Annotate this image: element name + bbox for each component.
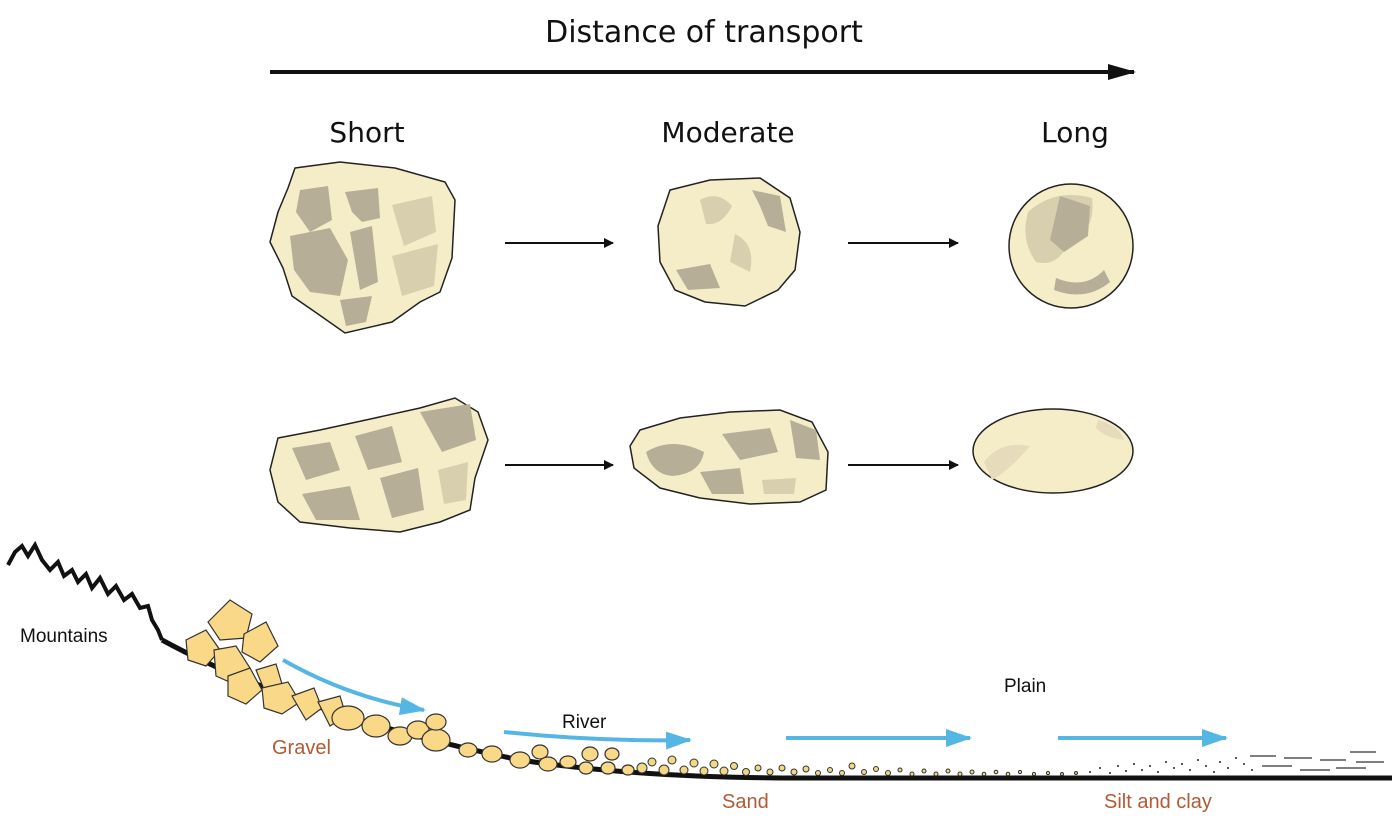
grain-moderate-subangular: [657, 177, 801, 307]
mountain-ridge: [6, 540, 164, 641]
sand-deposit: [636, 755, 1078, 777]
label-mountains: Mountains: [20, 626, 108, 647]
grain-long-ellipse: [972, 408, 1134, 494]
silt-deposit: [1089, 757, 1253, 774]
label-river: River: [562, 712, 607, 733]
column-long: Long: [1041, 116, 1109, 149]
column-short: Short: [329, 116, 404, 149]
label-silt-and-clay: Silt and clay: [1104, 791, 1212, 813]
flow-arrow-2: [503, 730, 692, 750]
grain-short-tabular: [269, 397, 489, 533]
label-sand: Sand: [722, 791, 769, 813]
label-plain: Plain: [1004, 676, 1046, 697]
diagram-title: Distance of transport: [545, 15, 863, 50]
label-gravel: Gravel: [272, 737, 331, 759]
grain-moderate-elongate: [629, 409, 829, 505]
flow-arrow-1: [282, 658, 426, 716]
clay-deposit: [1250, 751, 1384, 771]
grain-long-rounded: [1008, 183, 1134, 309]
column-moderate: Moderate: [661, 116, 794, 149]
gravel-deposit: [185, 599, 635, 776]
grain-short-angular: [269, 161, 456, 334]
